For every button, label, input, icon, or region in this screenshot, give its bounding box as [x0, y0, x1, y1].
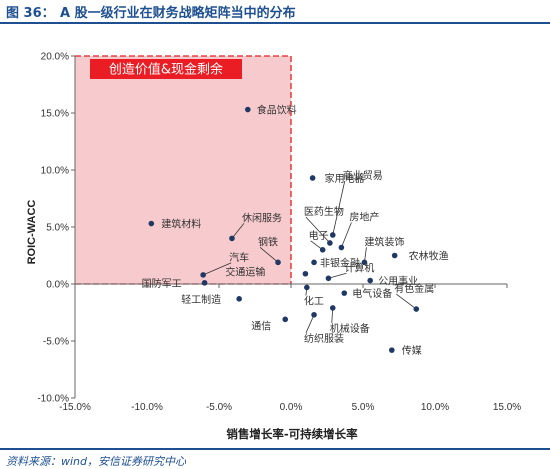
point-label: 商业贸易 [343, 169, 383, 182]
point-label: 医药生物 [304, 205, 344, 218]
data-point [325, 275, 332, 282]
point-label: 钢铁 [258, 235, 278, 248]
quadrant-label-box [90, 59, 242, 79]
x-tick-label: 0.0% [280, 402, 303, 413]
source-note: 资料来源：wind，安信证券研究中心 [6, 455, 187, 468]
point-label: 公用事业 [378, 275, 418, 288]
data-point [338, 244, 345, 251]
point-label: 食品饮料 [257, 104, 297, 117]
x-axis-title: 销售增长率-可持续增长率 [226, 427, 358, 441]
data-point [327, 240, 333, 246]
x-tick-label: -15.0% [59, 402, 91, 413]
point-label: 建筑材料 [161, 218, 201, 231]
leader-line [305, 216, 331, 244]
figure-footer: 资料来源：wind，安信证券研究中心 [0, 448, 550, 468]
data-point [148, 220, 155, 227]
data-point [311, 311, 317, 318]
point-label: 化工 [304, 294, 324, 307]
figure-header: 图 36： A 股一级行业在财务战略矩阵当中的分布 [0, 0, 550, 24]
point-label: 家用电器 [325, 172, 365, 185]
data-point [329, 305, 336, 311]
leader-line [203, 262, 232, 276]
point-label: 农林牧渔 [409, 250, 449, 263]
point-label: 电气设备 [352, 287, 392, 300]
y-tick-label: 5.0% [46, 223, 69, 234]
data-point [229, 235, 235, 242]
point-label: 计算机 [344, 261, 374, 274]
x-tick-label: 15.0% [493, 402, 521, 413]
leader-line [341, 222, 352, 248]
quadrant-border [75, 55, 292, 284]
data-point [236, 296, 242, 302]
data-point [304, 284, 310, 291]
scatter-chart: 创造价值&现金剩余 -15.0% -10.0% -5.0% 0.0% 5.0% 10.0%… [26, 52, 521, 442]
y-tick-label: 0.0% [46, 280, 69, 291]
leader-line [396, 293, 417, 310]
leader-line [259, 247, 279, 263]
point-label: 纺织服装 [304, 332, 344, 345]
value-creation-quadrant [75, 56, 291, 284]
data-point [311, 259, 317, 266]
leader-line [328, 272, 347, 279]
point-label: 传媒 [402, 345, 422, 357]
x-tick-label: 10.0% [421, 402, 449, 413]
data-point [200, 272, 206, 278]
x-tick-label: 5.0% [352, 402, 375, 413]
x-tick-label: -5.0% [206, 402, 232, 413]
point-label: 房地产 [349, 211, 379, 224]
quadrant-label: 创造价值&现金剩余 [109, 62, 223, 78]
data-point [329, 232, 336, 238]
data-point [319, 247, 326, 253]
data-point [367, 277, 374, 284]
data-point [302, 270, 309, 277]
data-point [245, 106, 251, 113]
x-tick-label: -10.0% [131, 402, 163, 413]
y-tick-label: -10.0% [37, 394, 69, 405]
data-point [282, 316, 289, 323]
data-point [413, 306, 420, 312]
point-label: 非银金融 [320, 256, 360, 269]
leader-line [231, 223, 245, 239]
point-label: 国防军工 [142, 277, 182, 290]
figure-title: A 股一级行业在财务战略矩阵当中的分布 [60, 6, 296, 21]
data-point [341, 290, 348, 296]
y-tick-label: 20.0% [41, 52, 69, 63]
y-tick-label: 10.0% [41, 166, 69, 177]
figure-number: 图 36： [6, 6, 55, 21]
data-point [389, 347, 395, 353]
data-point [361, 259, 368, 266]
y-axis-title: ROIC-WACC [26, 200, 38, 265]
point-label: 休闲服务 [242, 211, 282, 224]
data-point [309, 175, 316, 181]
point-label: 汽车 [229, 251, 249, 264]
data-point [275, 259, 281, 266]
leader-line [332, 180, 346, 236]
data-point [201, 280, 208, 286]
leader-line [305, 314, 315, 333]
point-label: 建筑装饰 [364, 235, 404, 248]
y-tick-label: -5.0% [43, 337, 69, 348]
point-label: 通信 [251, 320, 271, 332]
point-label: 轻工制造 [181, 293, 221, 306]
data-point [391, 252, 398, 259]
point-label: 电子 [309, 229, 329, 242]
point-label: 机械设备 [330, 322, 370, 335]
point-label: 有色金属 [394, 282, 434, 295]
point-label: 交通运输 [225, 266, 265, 279]
y-tick-label: 15.0% [41, 109, 69, 120]
